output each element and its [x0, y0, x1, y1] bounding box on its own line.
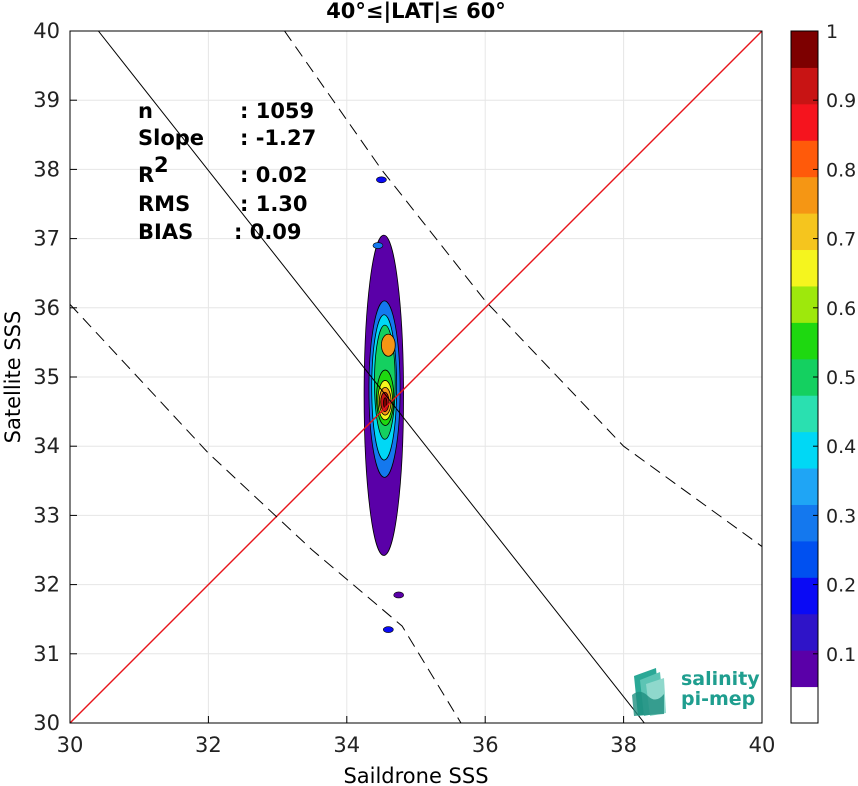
logo-mark-icon — [632, 668, 666, 716]
regression-line — [97, 31, 645, 723]
density-contours — [363, 176, 405, 633]
y-axis-label: Satellite SSS — [1, 311, 25, 444]
colorbar: 0.1 0.2 0.3 0.4 0.5 0.6 0.7 0.8 0.9 1 — [790, 21, 856, 724]
colorbar-tick-label: 0.8 — [826, 159, 856, 181]
colorbar-segment — [791, 468, 818, 505]
colorbar-segment — [791, 176, 818, 214]
colorbar-segment — [791, 650, 818, 688]
colorbar-segment — [791, 31, 818, 68]
y-tick-label: 35 — [33, 365, 60, 389]
stat-label: RMS — [138, 192, 190, 216]
y-tick-label: 39 — [33, 88, 60, 112]
lower-bound-line — [70, 303, 462, 723]
stat-label: n — [138, 99, 153, 123]
colorbar-segment — [791, 686, 818, 724]
stat-value: : 0.09 — [234, 220, 302, 244]
colorbar-segment — [791, 140, 818, 178]
y-tick-label: 38 — [33, 157, 60, 181]
colorbar-tick-label: 0.3 — [826, 505, 856, 527]
contour-secondary-peak — [380, 333, 396, 357]
chart-title: 40°≤|LAT|≤ 60° — [326, 0, 506, 24]
logo-text-line2: pi-mep — [681, 688, 755, 710]
stat-label: BIAS — [138, 220, 193, 244]
colorbar-segment — [791, 67, 818, 105]
x-tick-label: 30 — [57, 733, 84, 757]
stat-value: : 0.02 — [240, 163, 308, 187]
colorbar-tick-label: 1 — [826, 21, 838, 43]
y-tick-label: 30 — [33, 711, 60, 735]
colorbar-segment — [791, 213, 818, 251]
contour-isolated-point — [372, 242, 384, 249]
salinity-pi-mep-logo: salinity pi-mep — [632, 668, 760, 716]
reference-lines — [70, 31, 762, 723]
x-tick-label: 38 — [610, 733, 637, 757]
colorbar-tick-label: 0.6 — [826, 298, 856, 320]
grid-lines — [69, 30, 763, 724]
statistics-box: n : 1059 Slope : -1.27 R 2 : 0.02 RMS : 1.30 BIAS… — [138, 99, 316, 244]
x-axis-label: Saildrone SSS — [343, 764, 488, 786]
x-tick-label: 36 — [472, 733, 499, 757]
stat-label: R — [138, 163, 154, 187]
colorbar-segment — [791, 504, 818, 542]
colorbar-segment — [791, 613, 818, 651]
stat-label: Slope — [138, 126, 204, 150]
colorbar-tick-label: 0.2 — [826, 575, 856, 597]
y-tick-label: 33 — [33, 503, 60, 527]
colorbar-segment — [791, 103, 818, 141]
y-tick-label: 34 — [33, 434, 60, 458]
colorbar-tick-label: 0.1 — [826, 644, 856, 666]
colorbar-tick-label: 0.7 — [826, 229, 856, 251]
x-tick-label: 40 — [749, 733, 776, 757]
x-tick-label: 32 — [195, 733, 222, 757]
colorbar-segment — [791, 249, 818, 287]
identity-line — [70, 31, 762, 723]
stat-value: : 1059 — [240, 99, 314, 123]
colorbar-segment — [791, 322, 818, 360]
colorbar-tick-label: 0.9 — [826, 90, 856, 112]
colorbar-segment — [791, 395, 818, 433]
y-tick-label: 37 — [33, 227, 60, 251]
contour-isolated-point — [383, 626, 394, 633]
contour-isolated-point — [376, 176, 387, 184]
colorbar-tick-label: 0.5 — [826, 367, 856, 389]
colorbar-segment — [791, 577, 818, 615]
colorbar-segment — [791, 540, 818, 578]
colorbar-segment — [791, 285, 818, 323]
colorbar-tick-label: 0.4 — [826, 436, 856, 458]
stat-value: : 1.30 — [240, 192, 308, 216]
y-tick-label: 32 — [33, 573, 60, 597]
y-axis-ticks: 30 31 32 33 34 35 36 37 38 39 40 — [33, 19, 77, 735]
y-tick-label: 40 — [33, 19, 60, 43]
x-axis-ticks: 30 32 34 36 38 40 — [57, 716, 776, 757]
logo-text-line1: salinity — [681, 668, 760, 690]
colorbar-segment — [791, 431, 818, 469]
upper-bound-line — [284, 31, 762, 547]
stat-superscript: 2 — [154, 153, 169, 177]
x-tick-label: 34 — [333, 733, 360, 757]
y-tick-label: 36 — [33, 296, 60, 320]
contour-isolated-point — [393, 591, 405, 599]
stat-value: : -1.27 — [240, 126, 316, 150]
y-tick-label: 31 — [33, 642, 60, 666]
